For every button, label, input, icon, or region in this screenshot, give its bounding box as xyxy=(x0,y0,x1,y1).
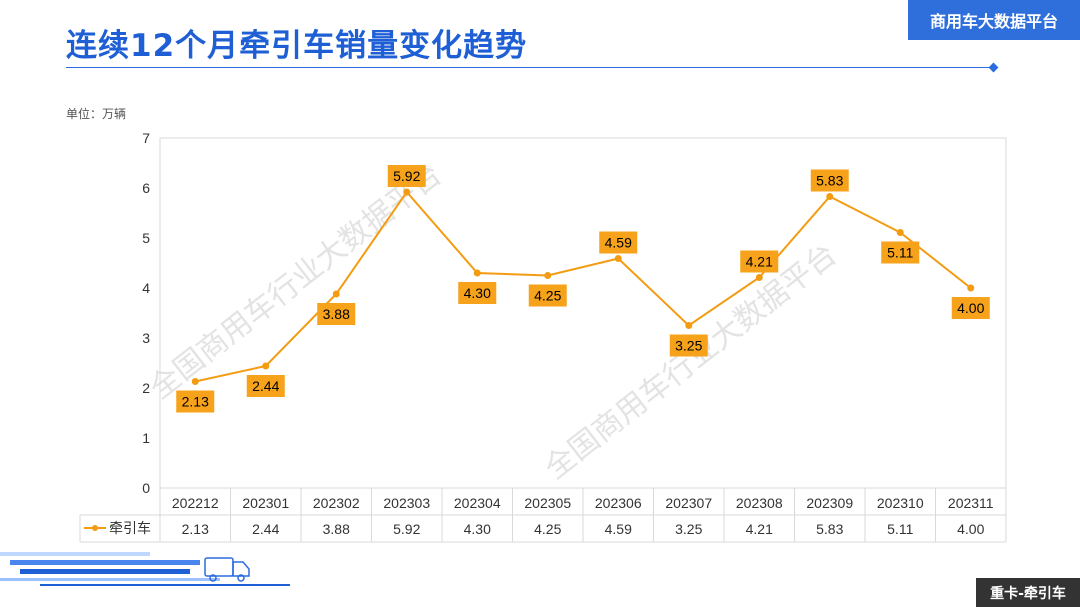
data-label-box xyxy=(246,375,285,397)
y-tick-label: 0 xyxy=(142,480,150,496)
table-value-cell: 4.30 xyxy=(464,521,491,537)
title-underline xyxy=(66,67,994,68)
x-category-label: 202303 xyxy=(383,495,430,511)
table-value-cell: 4.00 xyxy=(957,521,984,537)
data-label: 4.30 xyxy=(464,285,491,301)
data-label-box xyxy=(740,250,779,273)
y-tick-label: 4 xyxy=(142,280,150,296)
watermark-text-2: 全国商用车行业大数据平台 xyxy=(538,237,843,486)
watermark-text-1: 全国商用车行业大数据平台 xyxy=(143,157,448,406)
x-category-label: 202306 xyxy=(595,495,642,511)
data-label: 4.59 xyxy=(605,235,632,251)
x-category-label: 202304 xyxy=(454,495,501,511)
x-category-label: 202309 xyxy=(806,495,853,511)
data-label: 4.00 xyxy=(957,300,984,316)
data-point xyxy=(191,378,199,385)
data-point xyxy=(262,362,270,370)
table-value-cell: 4.21 xyxy=(746,521,773,537)
data-label: 5.11 xyxy=(887,245,913,261)
x-category-label: 202212 xyxy=(172,495,219,511)
data-point xyxy=(544,272,552,279)
x-category-label: 202310 xyxy=(877,495,924,511)
table-value-cell: 3.88 xyxy=(323,521,350,537)
unit-label: 单位：万辆 xyxy=(66,107,127,121)
y-tick-label: 2 xyxy=(142,380,150,396)
data-label: 4.25 xyxy=(534,288,561,304)
table-value-cell: 5.92 xyxy=(393,521,420,537)
x-category-label: 202308 xyxy=(736,495,783,511)
data-label-box xyxy=(317,303,356,325)
data-point xyxy=(826,193,834,200)
truck-decoration xyxy=(0,552,290,586)
table-value-cell: 4.25 xyxy=(534,521,561,537)
page-title: 连续12个月牵引车销量变化趋势 xyxy=(66,28,528,64)
data-label: 3.25 xyxy=(675,338,702,354)
x-category-label: 202307 xyxy=(665,495,712,511)
data-label-box xyxy=(528,284,567,307)
data-label-box xyxy=(599,231,638,254)
x-category-label: 202302 xyxy=(313,495,360,511)
data-label-box xyxy=(669,334,708,357)
table-value-cell: 2.13 xyxy=(182,521,209,537)
y-tick-label: 7 xyxy=(142,130,150,146)
data-point xyxy=(685,322,693,329)
data-label: 5.83 xyxy=(816,173,843,189)
data-label: 2.44 xyxy=(252,378,279,394)
y-tick-label: 5 xyxy=(142,230,150,246)
data-label-box xyxy=(810,169,849,192)
table-value-cell: 2.44 xyxy=(252,521,279,537)
legend-marker-swatch xyxy=(92,525,98,531)
y-tick-label: 1 xyxy=(142,430,150,446)
data-label-box xyxy=(176,390,215,413)
footer-category-tag: 重卡-牵引车 xyxy=(976,578,1080,607)
data-point xyxy=(473,269,481,277)
data-point xyxy=(403,188,411,196)
data-label: 5.92 xyxy=(393,168,420,184)
data-point xyxy=(614,255,622,262)
data-label-box xyxy=(951,297,990,319)
data-label: 4.21 xyxy=(746,254,773,270)
data-point xyxy=(896,229,904,236)
x-category-label: 202301 xyxy=(242,495,289,511)
brand-badge: 商用车大数据平台 xyxy=(908,0,1080,40)
table-value-cell: 4.59 xyxy=(605,521,632,537)
data-point xyxy=(967,284,975,292)
data-point xyxy=(332,290,340,298)
data-label: 2.13 xyxy=(182,394,209,410)
table-value-cell: 5.11 xyxy=(887,521,913,537)
table-value-cell: 5.83 xyxy=(816,521,843,537)
data-label-box xyxy=(458,282,497,304)
y-tick-label: 3 xyxy=(142,330,150,346)
data-label-box xyxy=(881,241,920,264)
data-label: 3.88 xyxy=(323,306,350,322)
x-category-label: 202305 xyxy=(524,495,571,511)
data-point xyxy=(755,274,763,281)
legend-series-name: 牵引车 xyxy=(109,520,151,537)
x-category-label: 202311 xyxy=(948,495,994,511)
y-tick-label: 6 xyxy=(142,180,150,196)
data-label-box xyxy=(387,165,426,187)
table-value-cell: 3.25 xyxy=(675,521,702,537)
